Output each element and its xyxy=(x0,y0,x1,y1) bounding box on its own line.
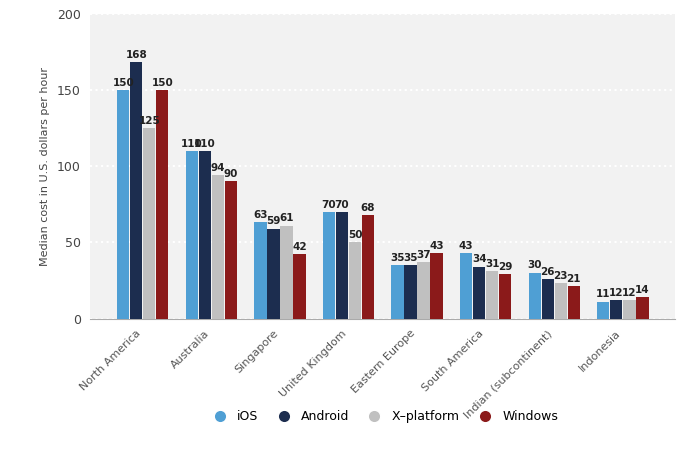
Text: 21: 21 xyxy=(567,274,581,284)
Bar xyxy=(117,90,129,318)
Text: 30: 30 xyxy=(528,260,542,270)
Bar xyxy=(636,297,649,318)
Text: 12: 12 xyxy=(609,288,624,298)
Text: 26: 26 xyxy=(541,267,555,277)
Text: 34: 34 xyxy=(472,254,487,264)
Bar xyxy=(610,300,622,318)
Legend: iOS, Android, X–platform, Windows: iOS, Android, X–platform, Windows xyxy=(203,405,563,428)
Bar xyxy=(225,181,237,318)
Bar xyxy=(541,279,554,318)
Text: 168: 168 xyxy=(125,50,147,60)
Text: 63: 63 xyxy=(253,210,268,220)
Bar xyxy=(555,283,567,318)
Bar xyxy=(156,90,168,318)
Text: 43: 43 xyxy=(429,241,444,251)
Text: 37: 37 xyxy=(416,250,431,260)
Text: 70: 70 xyxy=(322,199,336,209)
Bar xyxy=(418,262,429,318)
Bar xyxy=(130,62,143,318)
Bar xyxy=(528,273,541,318)
Bar xyxy=(254,222,267,318)
Y-axis label: Median cost in U.S. dollars per hour: Median cost in U.S. dollars per hour xyxy=(40,66,50,266)
Text: 35: 35 xyxy=(403,253,418,263)
Text: 61: 61 xyxy=(279,213,294,223)
Bar xyxy=(404,265,417,318)
Bar xyxy=(391,265,404,318)
Bar xyxy=(280,226,292,318)
Bar xyxy=(267,228,280,318)
Text: 35: 35 xyxy=(390,253,405,263)
Text: 12: 12 xyxy=(622,288,637,298)
Bar xyxy=(473,267,485,318)
Text: 90: 90 xyxy=(223,169,238,179)
Text: 110: 110 xyxy=(194,138,216,148)
Bar xyxy=(198,151,211,318)
Text: 110: 110 xyxy=(181,138,203,148)
Text: 50: 50 xyxy=(348,230,363,240)
Text: 70: 70 xyxy=(335,199,349,209)
Text: 68: 68 xyxy=(361,202,375,212)
Bar xyxy=(430,253,443,318)
Bar xyxy=(499,274,512,318)
Text: 43: 43 xyxy=(459,241,473,251)
Text: 42: 42 xyxy=(292,242,307,252)
Text: 94: 94 xyxy=(211,163,225,173)
Bar xyxy=(568,287,580,318)
Bar xyxy=(623,300,635,318)
Text: 150: 150 xyxy=(112,77,134,87)
Bar xyxy=(143,128,155,318)
Text: 125: 125 xyxy=(139,116,160,126)
Bar xyxy=(323,212,335,318)
Text: 29: 29 xyxy=(498,262,512,272)
Bar xyxy=(486,271,498,318)
Bar xyxy=(362,215,374,318)
Bar xyxy=(186,151,198,318)
Text: 23: 23 xyxy=(553,271,568,281)
Text: 31: 31 xyxy=(485,259,500,269)
Bar xyxy=(349,242,361,318)
Text: 59: 59 xyxy=(267,216,280,226)
Text: 11: 11 xyxy=(596,289,610,299)
Bar xyxy=(597,302,610,318)
Bar xyxy=(212,175,224,318)
Text: 14: 14 xyxy=(635,285,649,295)
Bar xyxy=(460,253,473,318)
Bar xyxy=(293,254,306,318)
Text: 150: 150 xyxy=(152,77,173,87)
Bar xyxy=(336,212,348,318)
